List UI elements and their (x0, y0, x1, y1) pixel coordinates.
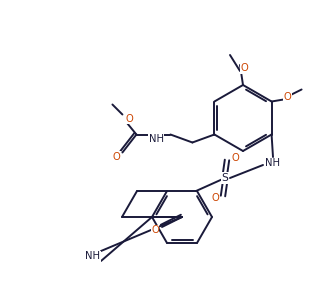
Text: NH: NH (264, 158, 279, 168)
Text: O: O (240, 63, 248, 73)
Text: S: S (221, 173, 228, 183)
Text: O: O (151, 225, 159, 235)
Text: O: O (113, 152, 120, 162)
Text: O: O (126, 114, 133, 124)
Text: O: O (284, 92, 292, 101)
Text: NH: NH (86, 251, 100, 261)
Text: O: O (211, 193, 219, 203)
Text: O: O (231, 153, 239, 163)
Text: NH: NH (149, 133, 164, 143)
